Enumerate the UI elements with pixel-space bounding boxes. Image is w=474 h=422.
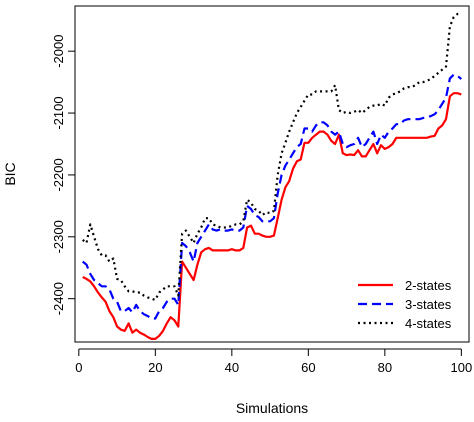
x-tick-label: 0 bbox=[75, 360, 82, 375]
series-line-2-3-states bbox=[82, 73, 462, 320]
y-axis: -2400 -2300 -2200 -2100 -2000 bbox=[51, 35, 75, 315]
x-axis-title: Simulations bbox=[236, 400, 308, 416]
x-axis: 0 20 40 60 80 100 bbox=[75, 348, 472, 375]
x-tick-label: 60 bbox=[301, 360, 315, 375]
legend: 2-states 3-states 4-states bbox=[358, 278, 452, 331]
y-axis-title: BIC bbox=[2, 162, 18, 185]
series-line-1-2-states bbox=[82, 92, 462, 340]
series-layer bbox=[82, 12, 462, 340]
legend-label-3-states: 3-states bbox=[405, 297, 452, 312]
y-tick-label: -2100 bbox=[51, 96, 66, 129]
y-tick-label: -2200 bbox=[51, 158, 66, 191]
series-line-3-4-states bbox=[82, 12, 462, 301]
y-tick-label: -2300 bbox=[51, 220, 66, 253]
legend-label-2-states: 2-states bbox=[405, 278, 452, 293]
legend-label-4-states: 4-states bbox=[405, 316, 452, 331]
y-tick-label: -2400 bbox=[51, 282, 66, 315]
x-tick-label: 20 bbox=[148, 360, 162, 375]
plot-frame bbox=[74, 5, 470, 343]
y-tick-label: -2000 bbox=[51, 35, 66, 68]
x-tick-label: 80 bbox=[378, 360, 392, 375]
x-tick-label: 40 bbox=[225, 360, 239, 375]
x-tick-label: 100 bbox=[450, 360, 472, 375]
